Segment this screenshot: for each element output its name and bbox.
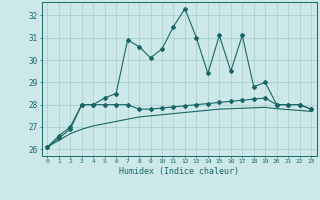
X-axis label: Humidex (Indice chaleur): Humidex (Indice chaleur): [119, 167, 239, 176]
